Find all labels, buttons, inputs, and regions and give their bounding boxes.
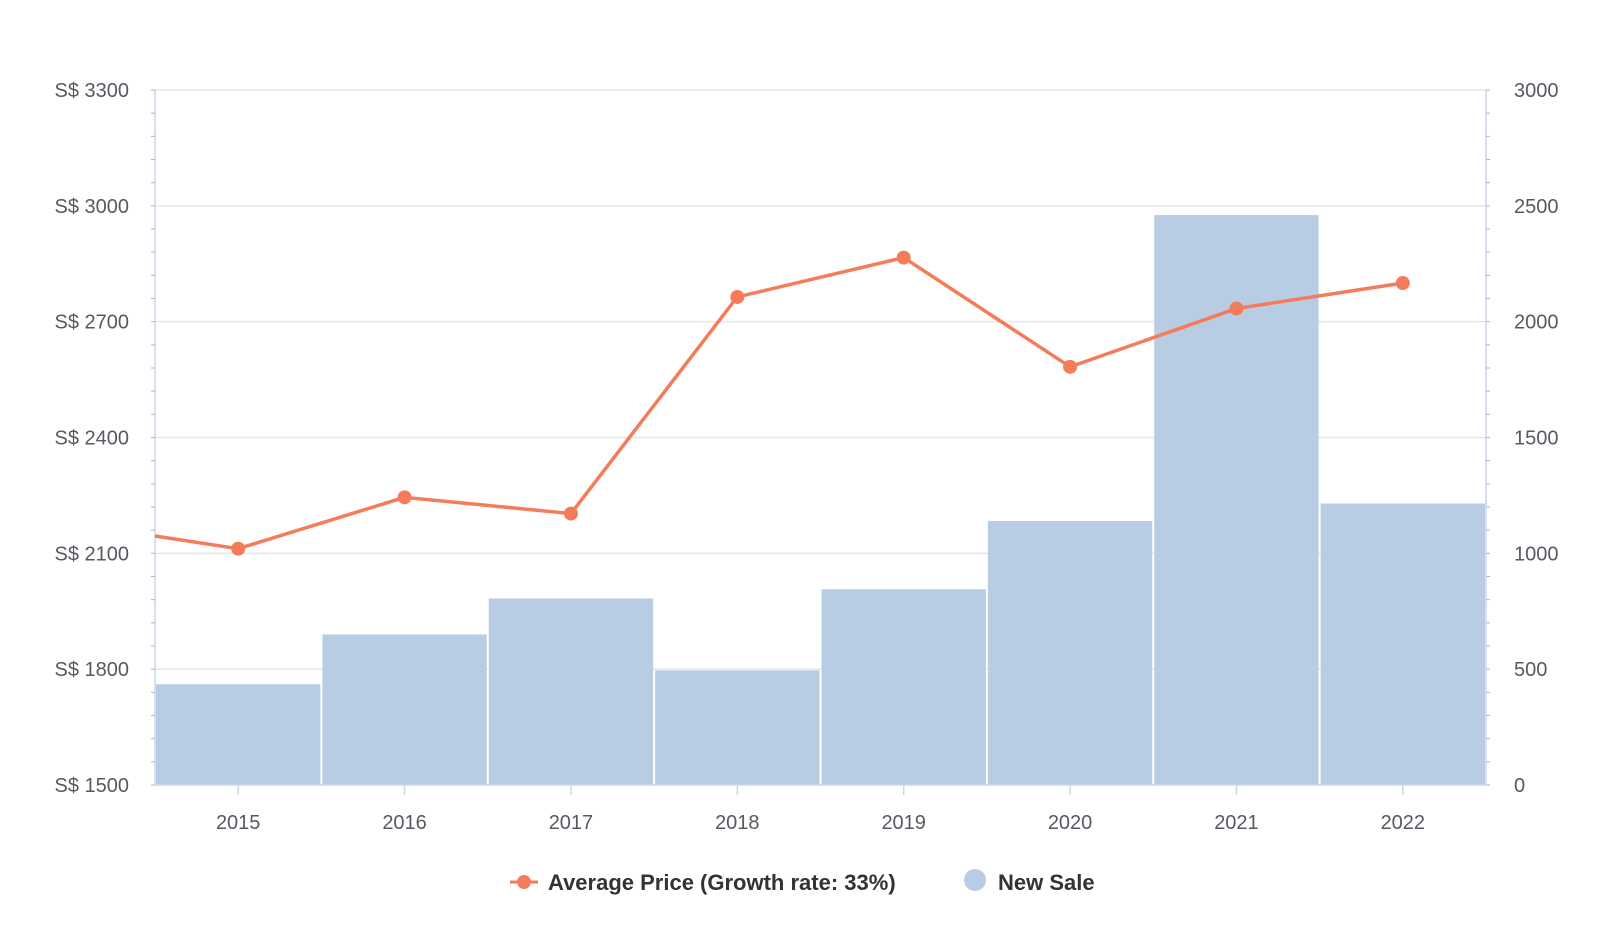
right-axis-labels: 3000 2500 2000 1500 1000 500 0 [1514,80,1559,797]
bar-2020 [987,520,1153,785]
left-tick-label: S$ 1500 [54,775,129,797]
x-tick-label: 2018 [715,812,760,834]
legend-line-marker [517,875,531,889]
point-2016 [397,490,412,505]
x-tick-label: 2017 [549,812,594,834]
legend-label-average-price: Average Price (Growth rate: 33%) [548,870,896,895]
legend-bar-swatch [964,869,986,891]
legend: Average Price (Growth rate: 33%) New Sal… [510,869,1095,895]
x-axis-labels: 2015 2016 2017 2018 2019 2020 2021 2022 [216,785,1425,834]
x-tick-label: 2019 [881,812,926,834]
x-tick-label: 2016 [382,812,427,834]
x-tick-label: 2021 [1214,812,1259,834]
bar-2019 [821,589,986,785]
bar-2018 [655,670,820,785]
left-tick-label: S$ 3000 [54,196,129,218]
left-tick-label: S$ 2700 [54,312,129,334]
bar-2015 [156,684,321,785]
x-tick-label: 2015 [216,812,261,834]
point-2017 [563,506,578,521]
line-series-average-price [154,250,1410,556]
x-tick-label: 2020 [1048,812,1093,834]
right-tick-label: 3000 [1514,80,1559,102]
legend-item-average-price[interactable]: Average Price (Growth rate: 33%) [510,870,896,895]
point-2020 [1063,359,1078,374]
right-tick-label: 2000 [1514,312,1559,334]
point-2022 [1395,276,1410,291]
point-2019 [896,250,911,265]
right-tick-label: 0 [1514,775,1525,797]
point-2018 [730,289,745,304]
left-tick-label: S$ 1800 [54,659,129,681]
bar-2016 [322,634,487,785]
minor-ticks [151,89,1490,786]
point-2015 [231,541,246,556]
right-tick-label: 2500 [1514,196,1559,218]
x-tick-label: 2022 [1381,812,1426,834]
bar-2017 [488,598,654,785]
right-tick-label: 500 [1514,659,1547,681]
left-tick-label: S$ 3300 [54,80,129,102]
legend-label-new-sale: New Sale [998,870,1095,895]
left-tick-label: S$ 2400 [54,428,129,450]
right-tick-label: 1000 [1514,543,1559,565]
legend-item-new-sale[interactable]: New Sale [964,869,1095,895]
left-tick-label: S$ 2100 [54,543,129,565]
bar-2022 [1320,503,1485,785]
left-axis-labels: S$ 3300 S$ 3000 S$ 2700 S$ 2400 S$ 2100 S$ 18… [54,80,129,797]
right-tick-label: 1500 [1514,428,1559,450]
bar-series-new-sale [156,215,1485,786]
point-2021 [1229,301,1244,316]
